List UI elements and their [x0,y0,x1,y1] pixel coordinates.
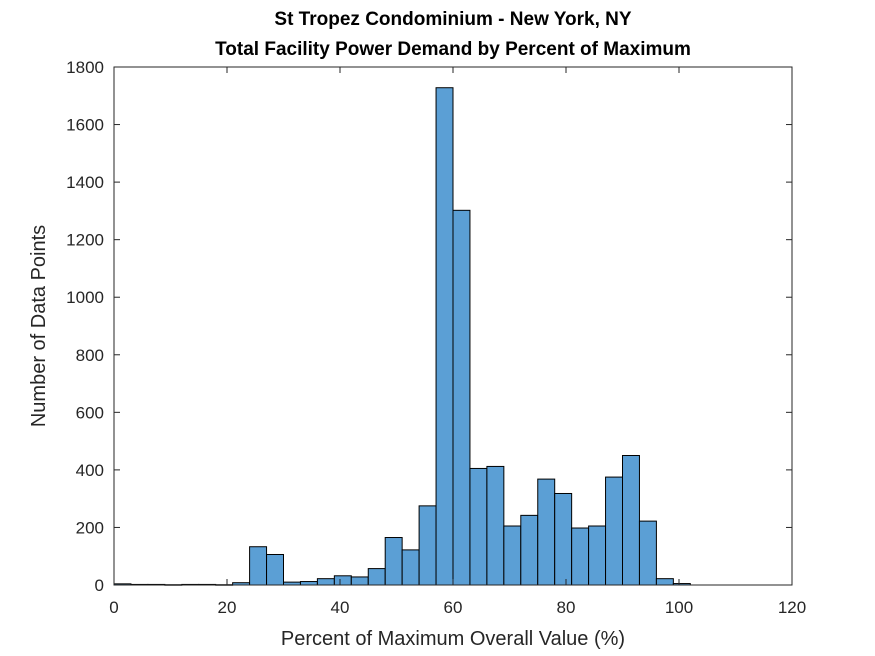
histogram-bar [486,465,505,586]
x-tick-label: 100 [665,598,693,617]
histogram-bar [638,520,657,586]
y-tick-label: 800 [76,346,104,365]
histogram-bar [520,514,539,586]
histogram-bar [401,549,420,586]
x-tick-label: 20 [218,598,237,617]
histogram-bar [316,578,335,586]
y-tick-label: 1600 [66,116,104,135]
histogram-bar [266,553,284,586]
histogram-bar [537,478,556,586]
x-tick-label: 120 [778,598,806,617]
y-tick-label: 1800 [66,58,104,77]
y-tick-label: 1200 [66,231,104,250]
plot-area: 0 20 40 60 80 100 1200200400600800100012001400… [66,58,806,617]
y-tick-label: 400 [76,461,104,480]
histogram-bar [622,455,640,586]
histogram-bar [588,525,607,586]
histogram-bar [418,505,437,586]
histogram-bar [350,576,369,586]
y-tick-label: 0 [95,576,104,595]
x-tick-label: 60 [444,598,463,617]
chart-title-line-2: Total Facility Power Demand by Percent o… [215,39,691,60]
histogram-bar [367,568,386,586]
histogram-bar [503,525,522,586]
histogram-bar [249,546,268,586]
chart-title-line-1: St Tropez Condominium - New York, NY [274,9,631,30]
histogram-bar [452,209,471,586]
histogram-bar [469,467,488,586]
histogram-bar [554,492,573,586]
y-tick-label: 1000 [66,288,104,307]
histogram-bar [333,575,352,586]
histogram-bar [571,527,590,586]
y-tick-label: 200 [76,518,104,537]
histogram-bar [435,87,454,586]
y-tick-label: 1400 [66,173,104,192]
histogram-bar [299,581,318,586]
x-axis-label: Percent of Maximum Overall Value (%) [281,628,625,650]
y-axis-label: Number of Data Points [28,225,50,427]
histogram-bar [384,537,403,586]
x-tick-label: 80 [557,598,576,617]
x-tick-label: 40 [331,598,350,617]
x-tick-label: 0 [109,598,118,617]
histogram-bar [605,476,623,586]
y-tick-label: 600 [76,403,104,422]
histogram-bar [655,578,674,586]
